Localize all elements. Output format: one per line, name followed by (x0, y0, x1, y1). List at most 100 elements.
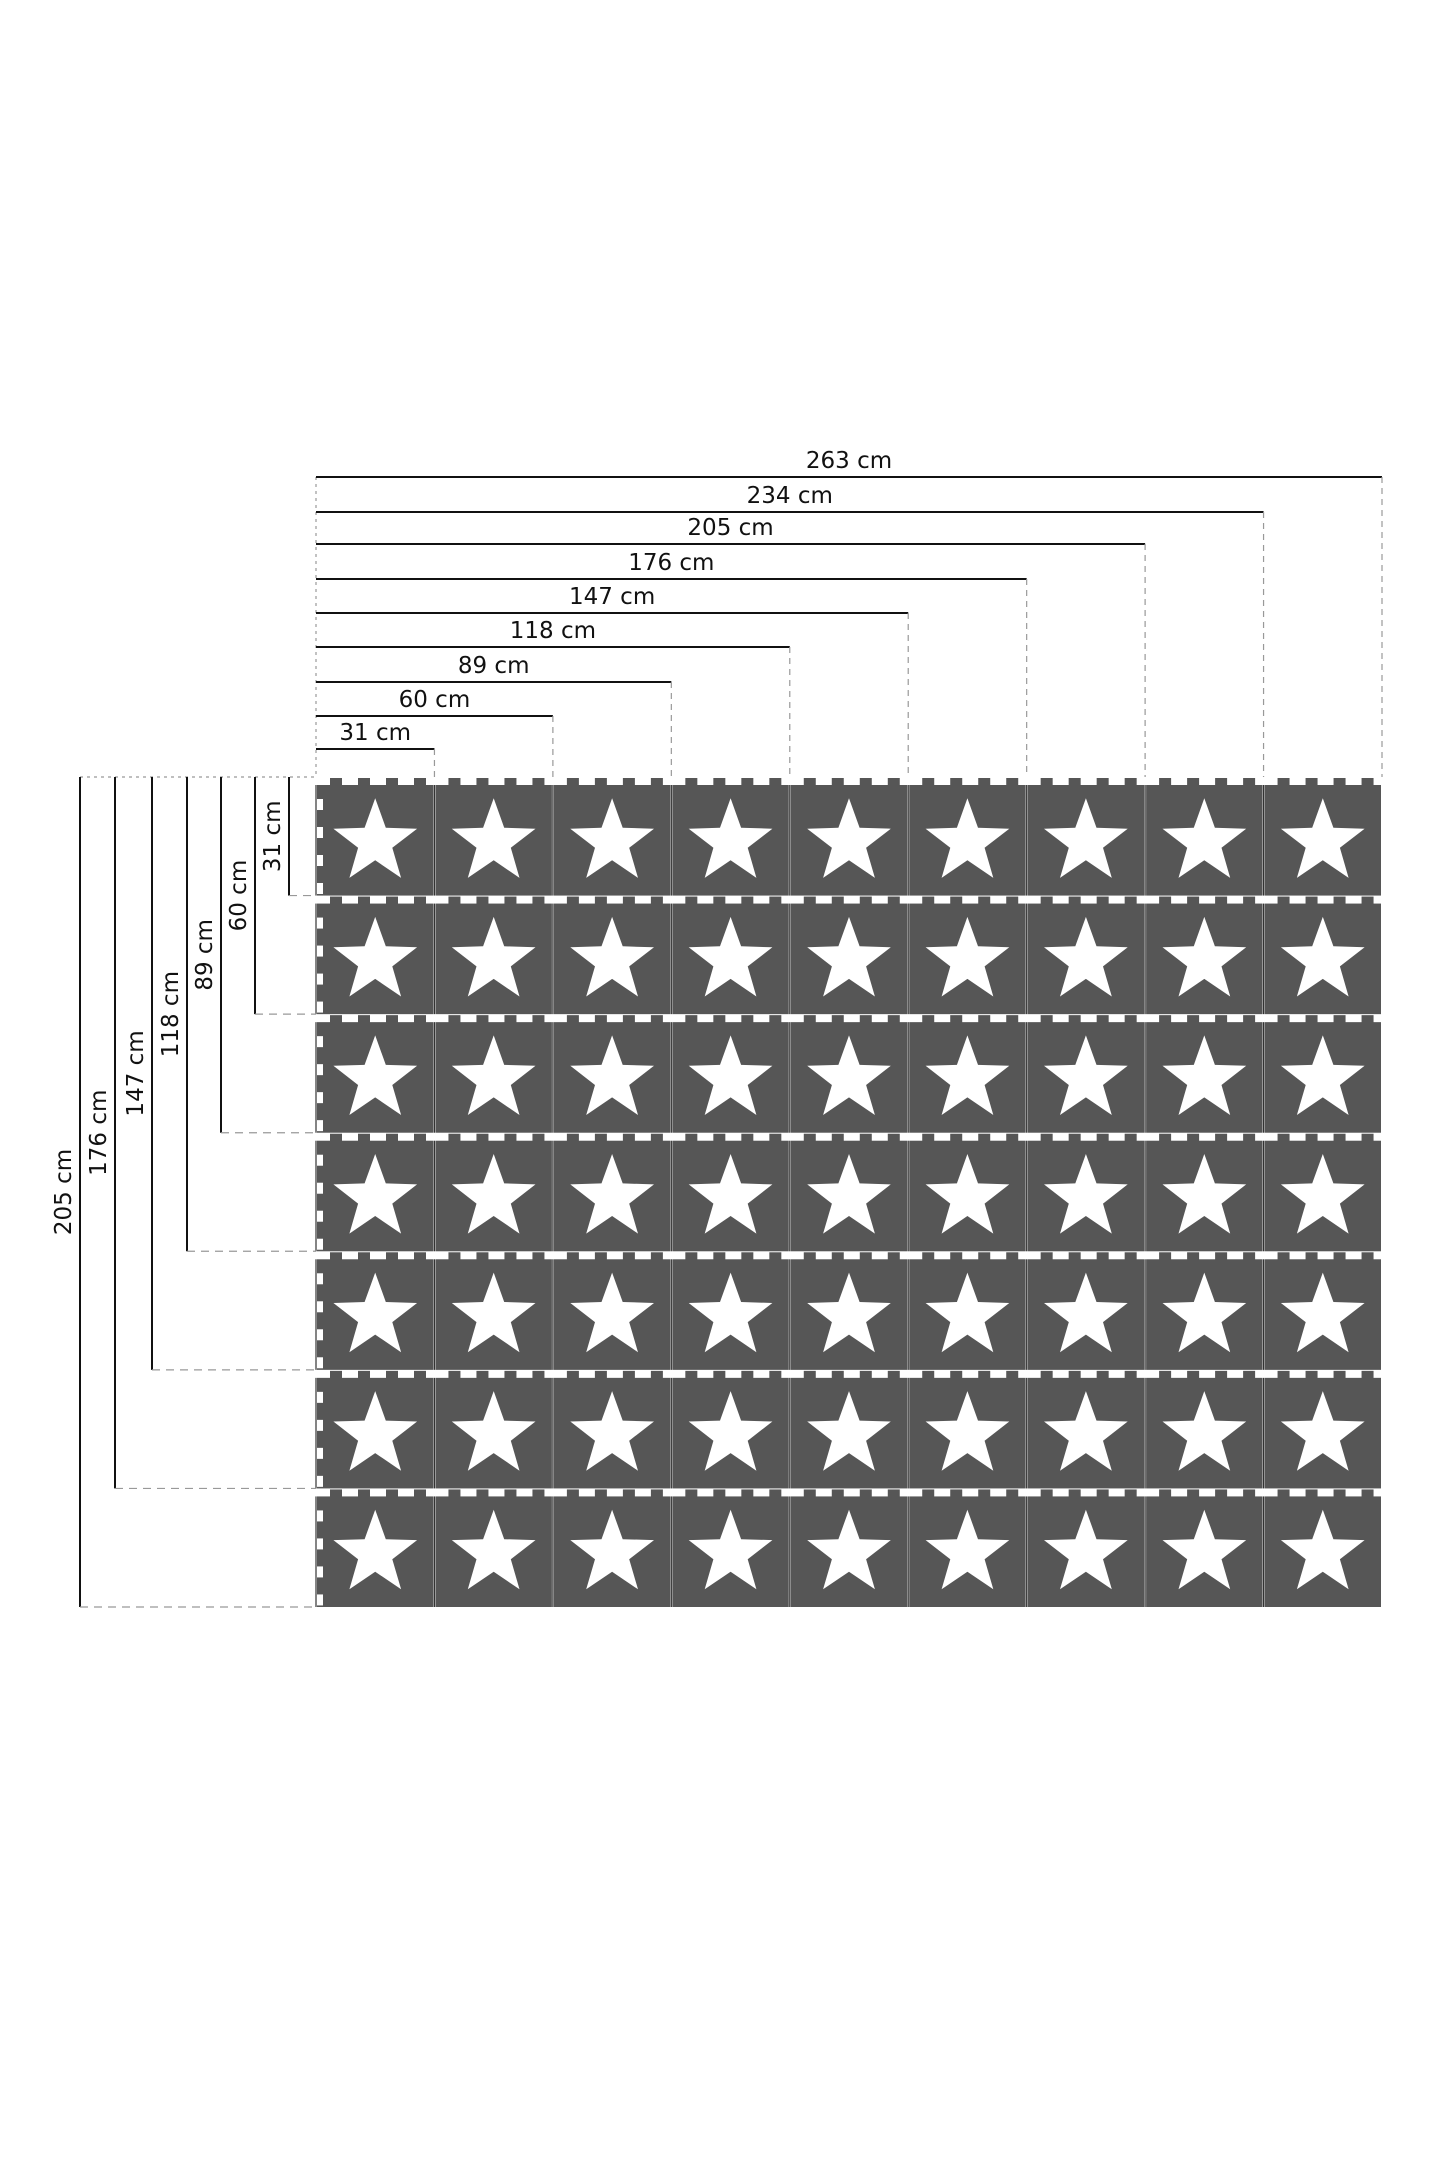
width-dimension: 176 cm (316, 550, 1028, 777)
star-icon (451, 798, 536, 878)
puzzle-tab (769, 1370, 782, 1379)
mat-tile (1144, 1252, 1263, 1370)
puzzle-tab (922, 896, 935, 905)
star-icon (925, 1154, 1010, 1234)
puzzle-tab (594, 1133, 607, 1142)
puzzle-tab (1159, 1015, 1172, 1024)
mat-tile (670, 1489, 789, 1607)
puzzle-tab (1243, 1015, 1256, 1024)
puzzle-tab (831, 1133, 844, 1142)
puzzle-tab (1243, 1370, 1256, 1379)
mat-tile (433, 1133, 552, 1252)
puzzle-tab (1243, 778, 1256, 786)
star-icon (688, 916, 773, 997)
puzzle-tab (1305, 1252, 1318, 1261)
puzzle-tab (887, 1133, 900, 1142)
puzzle-tab (594, 896, 607, 905)
puzzle-tab (594, 1015, 607, 1024)
puzzle-tab (1333, 896, 1346, 905)
puzzle-tab (566, 896, 579, 905)
puzzle-notch (316, 1036, 323, 1048)
puzzle-tab (476, 1252, 489, 1261)
puzzle-tab (1006, 1015, 1019, 1024)
star-icon (570, 1272, 654, 1353)
puzzle-tab (1006, 1252, 1019, 1261)
puzzle-tab (1333, 778, 1346, 786)
puzzle-tab (803, 1133, 816, 1142)
puzzle-tab (950, 1015, 963, 1024)
puzzle-notch (316, 1475, 323, 1487)
mat-tile (1262, 1133, 1381, 1252)
puzzle-tab (1096, 1133, 1109, 1142)
puzzle-tab (1361, 1370, 1374, 1379)
mat-tile (1026, 1252, 1145, 1370)
puzzle-tab (1361, 1252, 1374, 1261)
mat-tile (789, 778, 908, 896)
puzzle-tab (685, 1252, 698, 1261)
width-label: 31 cm (339, 720, 411, 746)
star-icon (1162, 1272, 1247, 1353)
puzzle-notch (316, 1182, 323, 1194)
star-icon (451, 1272, 536, 1353)
puzzle-notch (316, 1210, 323, 1222)
puzzle-tab (1040, 896, 1053, 905)
star-icon (807, 1035, 891, 1115)
width-label: 89 cm (458, 653, 530, 679)
puzzle-tab (414, 1370, 426, 1379)
puzzle-tab (1187, 1489, 1200, 1498)
mat-tile (1026, 1015, 1145, 1133)
puzzle-tab (330, 1489, 342, 1498)
puzzle-notch (316, 1447, 323, 1459)
puzzle-tab (831, 896, 844, 905)
puzzle-tab (803, 1252, 816, 1261)
width-dimension: 89 cm (316, 653, 672, 777)
puzzle-tab (1040, 1015, 1053, 1024)
puzzle-tab (622, 1133, 635, 1142)
puzzle-tab (504, 1252, 517, 1261)
puzzle-tab (950, 1370, 963, 1379)
puzzle-tab (1277, 1252, 1290, 1261)
puzzle-tab (887, 778, 900, 786)
width-dimension: 205 cm (316, 515, 1146, 777)
mat-tile (552, 1489, 671, 1607)
puzzle-tab (713, 1370, 726, 1379)
star-icon (333, 1509, 418, 1590)
puzzle-tab (713, 778, 726, 786)
puzzle-tab (859, 778, 872, 786)
puzzle-tab (448, 1015, 461, 1024)
puzzle-tab (1159, 1370, 1172, 1379)
puzzle-tab (769, 778, 782, 786)
puzzle-tab (978, 1252, 991, 1261)
star-icon (1280, 1272, 1365, 1353)
mat-tile (552, 1252, 671, 1370)
mat-tile (315, 1489, 434, 1607)
star-icon (333, 798, 418, 878)
puzzle-tab (476, 1489, 489, 1498)
star-icon (1044, 1272, 1128, 1353)
puzzle-tab (1333, 1370, 1346, 1379)
puzzle-tab (1305, 896, 1318, 905)
puzzle-tab (1159, 896, 1172, 905)
puzzle-tab (448, 1370, 461, 1379)
puzzle-notch (316, 827, 323, 838)
height-dimension: 205 cm (51, 777, 316, 1608)
puzzle-tab (504, 1133, 517, 1142)
height-label: 147 cm (123, 1030, 149, 1116)
puzzle-tab (1124, 1370, 1137, 1379)
puzzle-mat (315, 778, 1381, 1607)
puzzle-tab (622, 1252, 635, 1261)
puzzle-tab (504, 1489, 517, 1498)
puzzle-tab (1215, 1252, 1228, 1261)
puzzle-tab (414, 1252, 426, 1261)
star-icon (570, 916, 654, 997)
puzzle-notch (316, 945, 323, 957)
puzzle-tab (887, 896, 900, 905)
puzzle-notch (316, 1154, 323, 1166)
puzzle-tab (532, 1370, 545, 1379)
puzzle-tab (922, 1370, 935, 1379)
puzzle-tab (1187, 778, 1200, 786)
star-icon (925, 1391, 1010, 1471)
puzzle-tab (1096, 1370, 1109, 1379)
puzzle-tab (358, 896, 370, 905)
puzzle-tab (1361, 1015, 1374, 1024)
